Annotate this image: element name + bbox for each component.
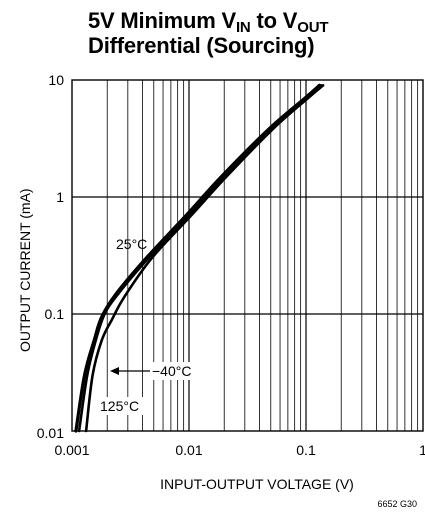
x-tick-label: 1 — [419, 442, 425, 458]
y-tick-label: 0.1 — [45, 306, 65, 322]
series-125c-curve — [84, 84, 325, 433]
figure-id: 6652 G30 — [377, 499, 417, 509]
title-sub-in: IN — [235, 19, 251, 36]
annotation-125c: 125°C — [100, 398, 139, 414]
x-axis-label: INPUT-OUTPUT VOLTAGE (V) — [160, 476, 354, 492]
title-middle: to V — [250, 8, 298, 33]
annotation-arrow-head — [110, 367, 119, 375]
annotation-25c: 25°C — [116, 236, 147, 252]
annotation-minus40c-backdrop — [150, 362, 200, 380]
curve-annotations: 25°C −40°C 125°C — [98, 236, 200, 415]
x-tick-label: 0.001 — [54, 442, 89, 458]
series-curves — [74, 83, 325, 433]
y-tick-label: 10 — [48, 72, 64, 88]
title-sub-out: OUT — [297, 19, 329, 36]
y-tick-label: 0.01 — [37, 425, 64, 441]
series-25c-curve — [77, 84, 323, 433]
y-tick-label: 1 — [56, 189, 64, 205]
plot-frame — [71, 79, 424, 432]
annotation-minus40c: −40°C — [152, 363, 191, 379]
grid-lines — [72, 80, 423, 431]
title-prefix: 5V Minimum V — [88, 8, 236, 33]
chart-title: 5V Minimum VIN to VOUT Differential (Sou… — [88, 8, 329, 58]
x-tick-label: 0.1 — [296, 442, 316, 458]
series-minus40c-curve — [74, 83, 321, 433]
annotation-125c-backdrop — [98, 397, 144, 415]
x-tick-label: 0.01 — [175, 442, 202, 458]
title-line2: Differential (Sourcing) — [88, 33, 315, 58]
